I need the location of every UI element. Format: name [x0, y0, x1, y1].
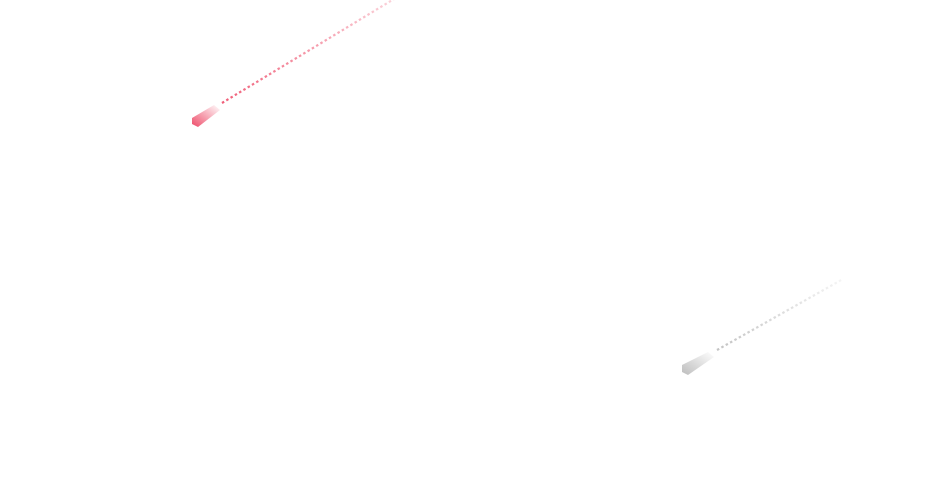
red-streak-head [192, 105, 220, 127]
gray-streak-icon [682, 278, 844, 375]
gray-streak-head [682, 352, 714, 375]
red-streak-trail [221, 0, 395, 104]
gray-streak-trail [716, 278, 844, 351]
red-streak-icon [192, 0, 395, 127]
